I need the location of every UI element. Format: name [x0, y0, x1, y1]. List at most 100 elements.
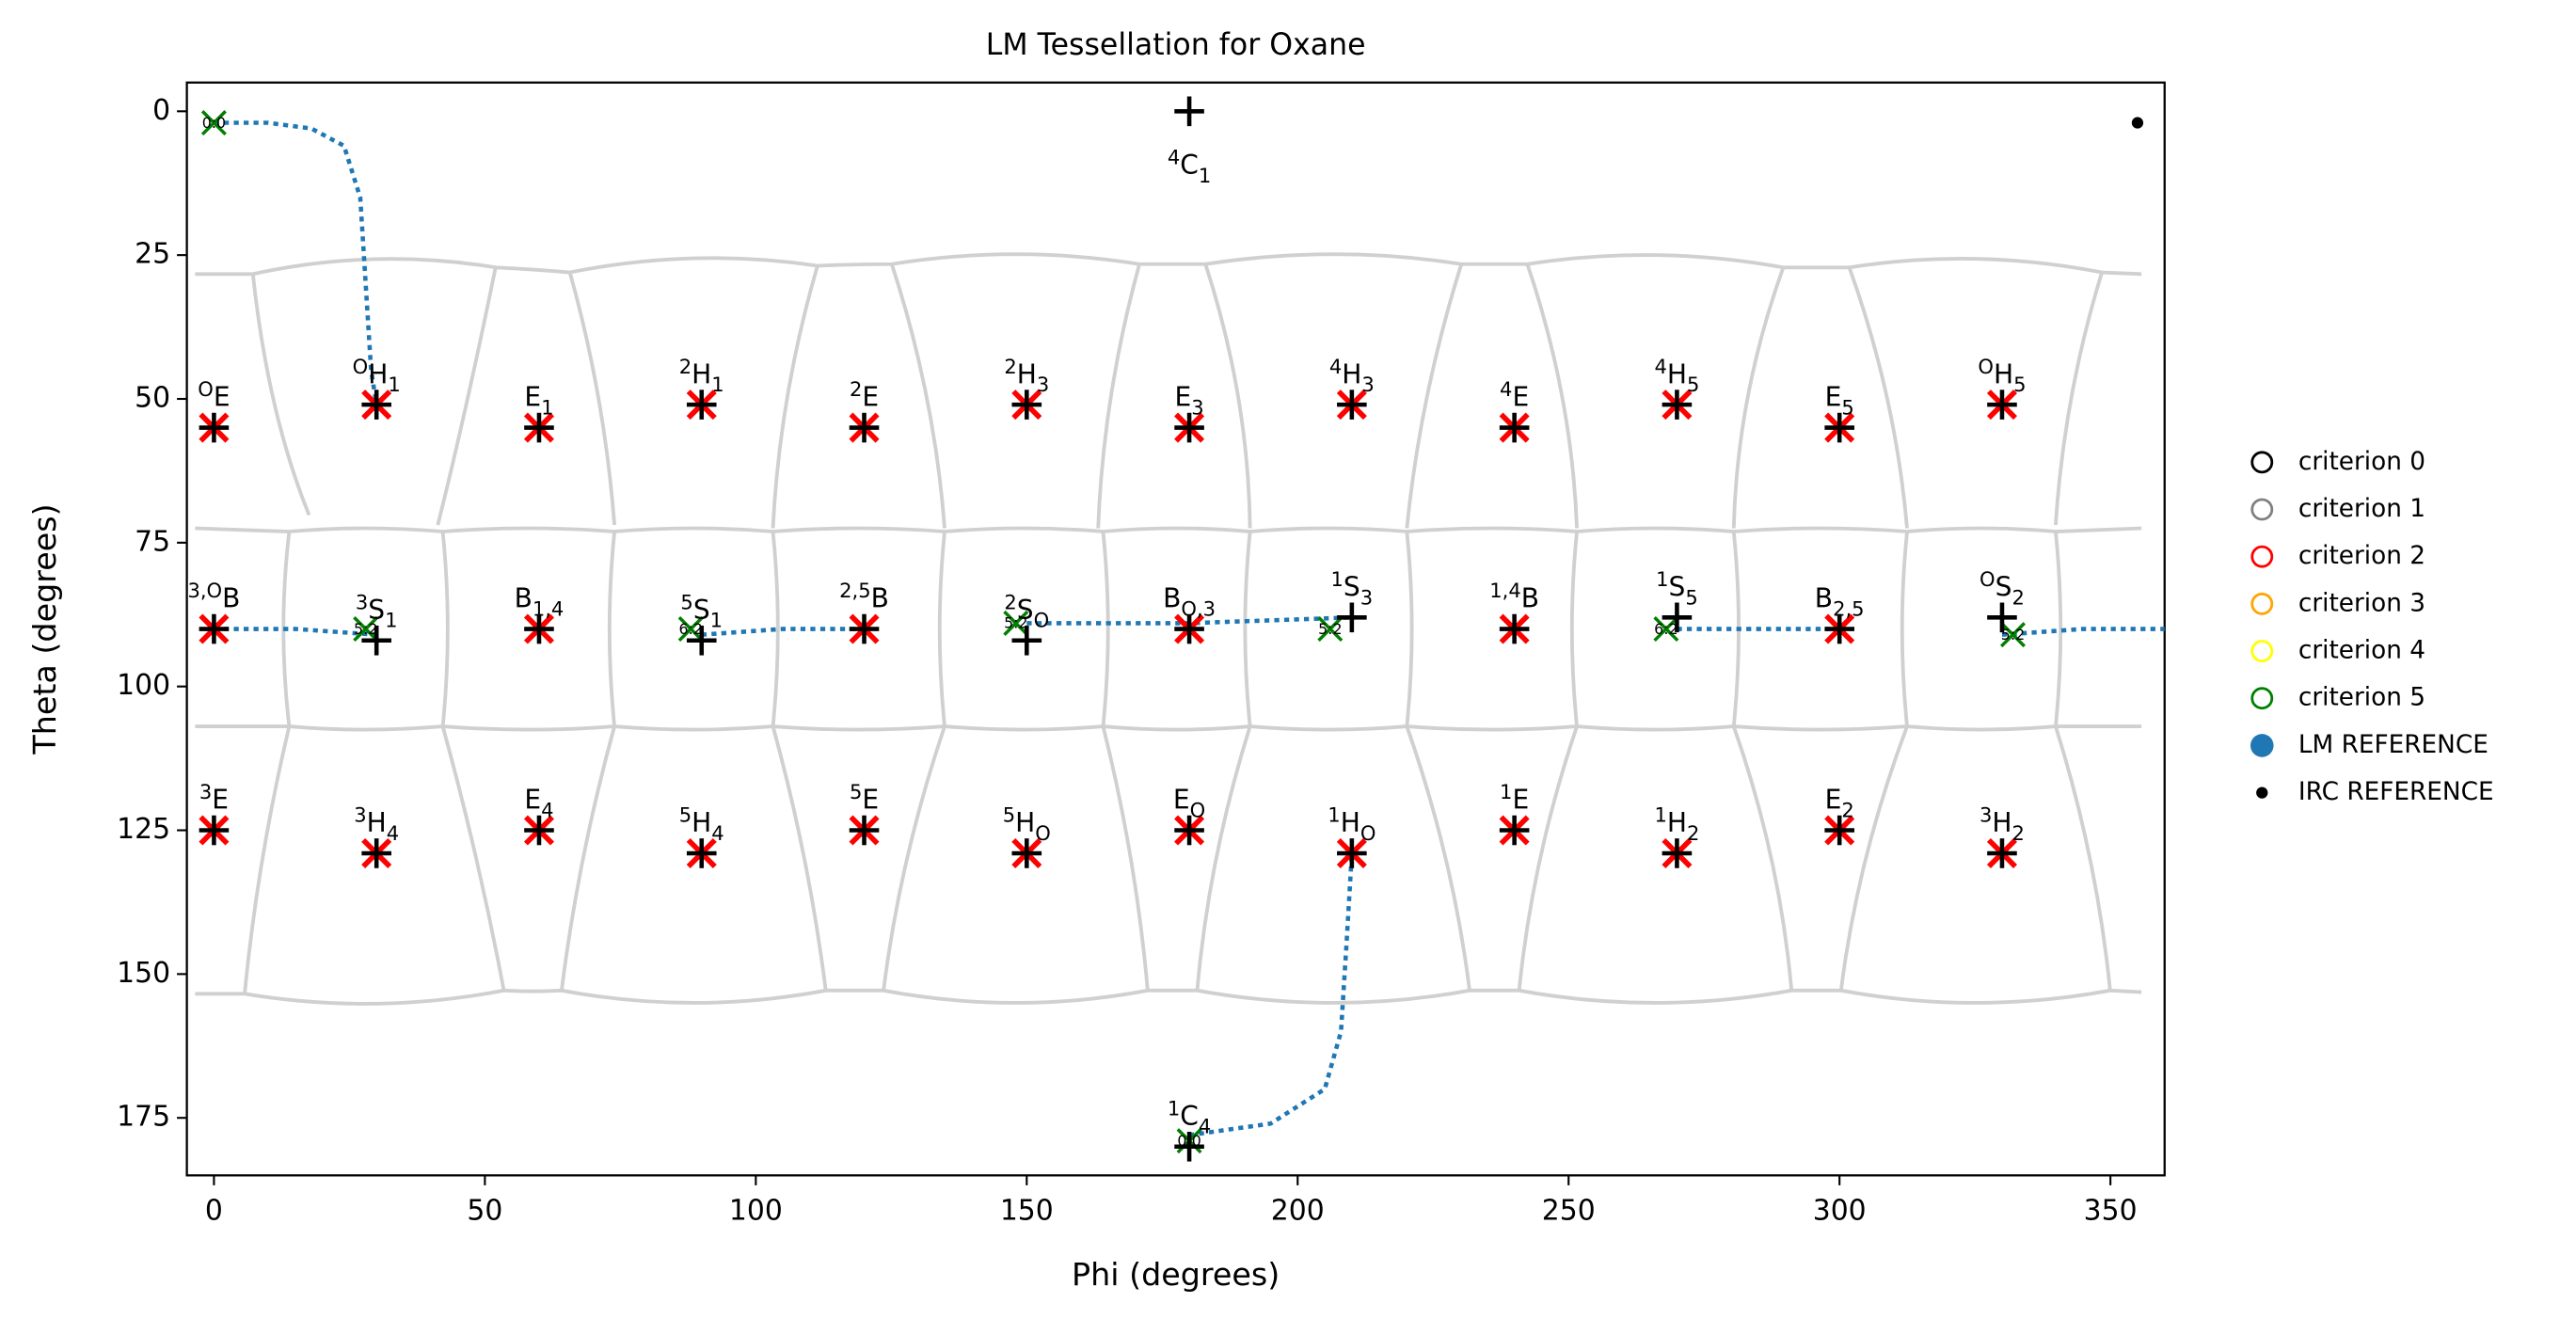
point-label: 1HO: [1328, 803, 1375, 845]
point: [1499, 815, 1530, 846]
label-base: H: [1015, 807, 1035, 838]
label-sub: 1: [711, 373, 724, 396]
point: [1003, 610, 1029, 636]
label-base: H: [692, 807, 711, 838]
label-base: B: [871, 583, 889, 614]
point: [199, 412, 230, 443]
point-label: 1H2: [1654, 803, 1699, 845]
point-label: 1S5: [1656, 567, 1698, 609]
point-label: 4E: [1500, 377, 1529, 413]
point: [1653, 616, 1679, 643]
point: [353, 616, 379, 643]
label-base: E: [214, 382, 231, 413]
label-sub: 4: [541, 798, 553, 821]
point-label: 3H2: [1980, 803, 2025, 845]
label-sub: O,3: [1181, 597, 1216, 621]
label-base: S: [368, 595, 385, 626]
label-base: B: [222, 583, 240, 614]
label-sup: 2: [1004, 355, 1016, 378]
point-label: 4C1: [1168, 145, 1211, 186]
point: [849, 613, 880, 644]
point-label: 3S1: [356, 590, 398, 631]
point-label: 5S1: [680, 590, 723, 631]
label-sub: 1: [385, 609, 397, 632]
label-sub: 2: [2012, 585, 2024, 609]
label-base: H: [1341, 807, 1360, 838]
label-sub: O: [1190, 798, 1206, 821]
label-sup: 1: [1168, 1096, 1180, 1120]
point: [1824, 412, 1854, 443]
point: [199, 613, 230, 644]
point: [1174, 412, 1204, 443]
legend-marker: [2250, 640, 2274, 662]
point-sublabel: 5:2: [1004, 614, 1027, 632]
legend-marker: [2256, 787, 2268, 799]
label-sub: O: [1035, 821, 1051, 845]
point-sublabel: 5:2: [2001, 626, 2025, 644]
y-tick-label: 175: [117, 1101, 170, 1134]
label-sub: 1: [710, 609, 723, 632]
marker-stroke: [200, 110, 227, 136]
tess-line: [195, 724, 2142, 732]
label-sup: 2: [1004, 590, 1016, 613]
label-sup: 1: [1328, 803, 1340, 827]
point-label: E4: [524, 785, 553, 822]
point-label: 2,5B: [839, 579, 889, 614]
legend-marker: [2250, 734, 2274, 757]
x-tick-label: 0: [205, 1194, 223, 1227]
label-sub: 3: [1037, 373, 1049, 396]
point: [1011, 389, 1042, 420]
label-base: B: [1521, 583, 1539, 614]
x-tick-label: 50: [467, 1194, 502, 1227]
label-sub: 2: [2012, 821, 2025, 845]
x-tick-label: 150: [1000, 1194, 1054, 1227]
label-sup: 5: [680, 590, 692, 613]
marker-stroke: [1653, 616, 1679, 643]
label-sup: 4: [1500, 377, 1512, 401]
label-base: S: [1996, 571, 2012, 602]
point: [361, 625, 391, 656]
label-sup: 3: [354, 803, 366, 827]
label-base: E: [1825, 382, 1842, 413]
point: [361, 389, 391, 420]
marker-stroke: [1003, 610, 1029, 636]
point: [524, 815, 554, 846]
point-label: 3E: [199, 780, 229, 816]
label-base: E: [862, 785, 879, 816]
legend-label: criterion 3: [2298, 589, 2425, 617]
point: [686, 389, 717, 420]
label-base: E: [862, 382, 879, 413]
point-sublabel: 6:2: [679, 620, 703, 638]
label-sup: O: [198, 377, 214, 401]
x-tick-label: 100: [729, 1194, 783, 1227]
label-base: E: [212, 785, 229, 816]
label-base: E: [524, 785, 541, 816]
label-base: H: [1992, 807, 2012, 838]
y-tick-label: 100: [117, 669, 170, 702]
point-label: B2,5: [1815, 583, 1865, 621]
y-tick-label: 75: [135, 525, 170, 558]
point: [524, 613, 554, 644]
label-base: E: [1173, 785, 1190, 816]
label-base: E: [1825, 785, 1842, 816]
label-sup: 1: [1654, 803, 1666, 827]
label-sup: 2,5: [839, 579, 870, 602]
point-label: 2SO: [1004, 590, 1049, 631]
label-sup: 3: [199, 780, 212, 803]
legend-label: criterion 5: [2298, 684, 2425, 712]
label-base: B: [1163, 583, 1181, 614]
label-sup: 2: [679, 355, 692, 378]
label-sub: 2,5: [1833, 597, 1864, 621]
label-base: C: [1180, 1101, 1199, 1132]
label-base: H: [1994, 358, 2013, 389]
point-label: 5H4: [679, 803, 724, 845]
point: [1499, 613, 1530, 644]
legend-label: criterion 0: [2298, 448, 2425, 476]
label-base: B: [1815, 583, 1833, 614]
point: [1317, 616, 1344, 643]
x-tick-label: 350: [2084, 1194, 2138, 1227]
point: [1987, 602, 2017, 633]
label-sub: 5: [2013, 373, 2026, 396]
marker-stroke: [353, 616, 379, 643]
label-sup: 4: [1654, 355, 1666, 378]
